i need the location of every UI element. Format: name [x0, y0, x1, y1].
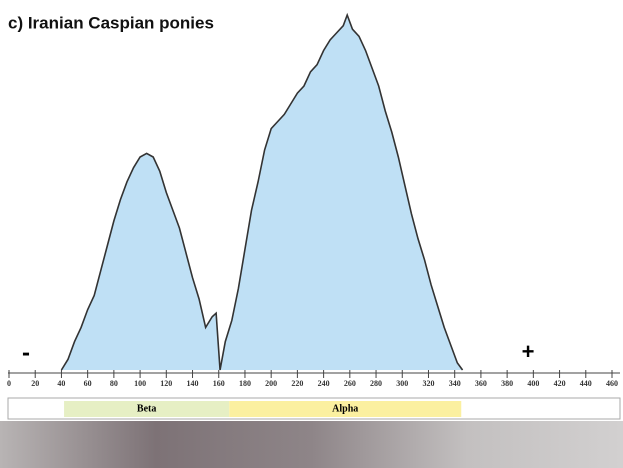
annotation: -: [22, 339, 30, 366]
x-tick-label: 260: [344, 379, 356, 388]
x-tick-label: 300: [396, 379, 408, 388]
x-tick-label: 400: [527, 379, 539, 388]
x-tick-label: 320: [422, 379, 434, 388]
x-tick-label: 40: [57, 379, 65, 388]
band: [229, 401, 462, 417]
band-label: Alpha: [332, 403, 358, 414]
x-tick-label: 380: [501, 379, 513, 388]
x-tick-label: 200: [265, 379, 277, 388]
chart-title: c) Iranian Caspian ponies: [8, 13, 214, 32]
x-tick-label: 120: [160, 379, 172, 388]
x-tick-label: 360: [475, 379, 487, 388]
x-tick-label: 140: [187, 379, 199, 388]
gel-image: [0, 421, 623, 468]
x-tick-label: 100: [134, 379, 146, 388]
x-tick-label: 180: [239, 379, 251, 388]
band-label: Beta: [137, 403, 156, 414]
area-line: [60, 12, 464, 371]
x-tick-label: 220: [291, 379, 303, 388]
x-tick-label: 280: [370, 379, 382, 388]
x-tick-label: 240: [318, 379, 330, 388]
x-tick-label: 420: [554, 379, 566, 388]
x-tick-label: 60: [84, 379, 92, 388]
x-tick-label: 160: [213, 379, 225, 388]
area-fill: [61, 15, 463, 370]
x-tick-label: 340: [449, 379, 461, 388]
annotation: +: [522, 339, 535, 364]
band: [64, 401, 230, 417]
x-tick-label: 20: [31, 379, 39, 388]
x-tick-label: 80: [110, 379, 118, 388]
x-tick-label: 460: [606, 379, 618, 388]
x-tick-label: 440: [580, 379, 592, 388]
x-tick-label: 0: [7, 379, 11, 388]
